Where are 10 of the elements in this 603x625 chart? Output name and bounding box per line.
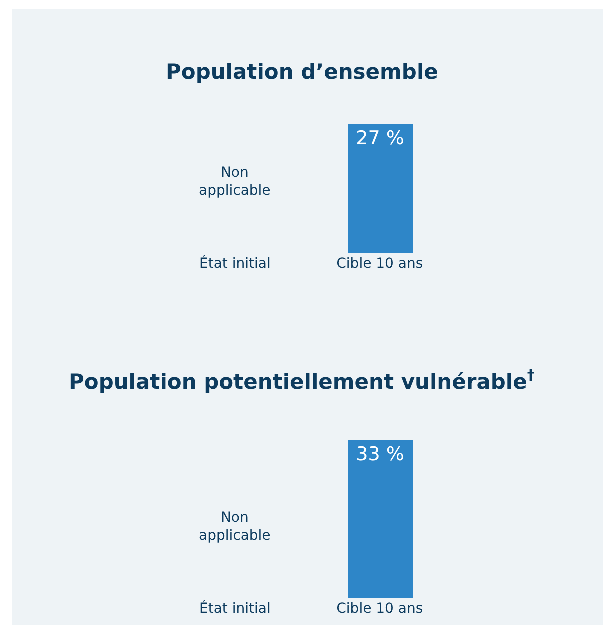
data-label: 27 % (356, 127, 404, 150)
chart-title: Population potentiellement vulnérable$^{†}$ (69, 367, 535, 394)
chart-title: Population d’ensemble (166, 60, 438, 84)
x-tick-label: État initial (199, 600, 271, 618)
annotation: Non applicable (199, 165, 271, 200)
annotation: Non applicable (199, 510, 271, 544)
x-tick-label: Cible 10 ans (336, 601, 424, 618)
data-label: 33 % (356, 443, 404, 466)
x-tick-label: État initial (199, 255, 271, 272)
x-tick-label: Cible 10 ans (336, 256, 424, 272)
